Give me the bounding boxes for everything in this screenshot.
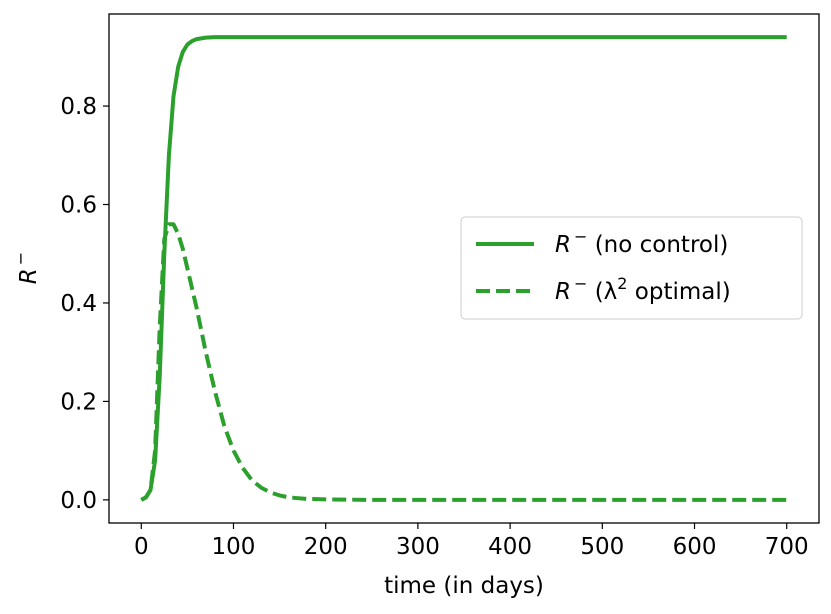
x-axis: 0 100 200 300 400 500 600 700 [134,523,809,560]
y-tick-label: 0.0 [60,488,97,514]
legend-box [460,216,803,320]
series-line-optimal [140,222,787,502]
series-line-no-control [140,35,787,502]
y-axis-label-sup: − [11,252,30,265]
legend-label-no-control: R − (no control) [555,227,728,258]
y-axis-label-base: R [16,268,42,284]
x-tick-label: 0 [134,534,149,560]
x-tick-label: 600 [673,534,717,560]
plot-frame [108,13,820,524]
y-tick-label: 0.6 [60,193,97,219]
y-axis: 0.0 0.2 0.4 0.6 0.8 [60,94,109,514]
y-axis-label-group: R− [11,252,42,284]
legend-label-optimal: R − (λ2 optimal) [555,274,731,305]
series-layer [140,35,787,502]
y-tick-label: 0.4 [60,291,97,317]
x-tick-label: 200 [304,534,348,560]
legend: R − (no control) R − (λ2 optimal) [460,216,803,320]
y-tick-label: 0.2 [60,389,97,415]
y-tick-label: 0.8 [60,94,97,120]
y-axis-label: R− [11,252,42,284]
x-tick-label: 400 [488,534,532,560]
x-tick-label: 500 [580,534,624,560]
x-tick-label: 300 [396,534,440,560]
x-axis-label: time (in days) [384,573,544,599]
x-tick-label: 100 [212,534,256,560]
x-tick-label: 700 [765,534,809,560]
